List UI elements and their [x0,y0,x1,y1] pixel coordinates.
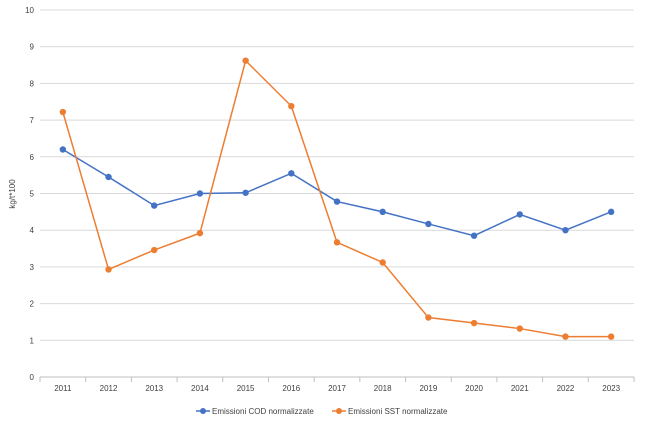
data-point [242,57,249,64]
data-point [562,227,569,234]
data-point [105,173,112,181]
series-1 [59,57,615,340]
x-tick-label: 2016 [282,384,300,393]
x-tick-label: 2015 [237,384,255,393]
data-point [470,319,478,327]
x-tick-label: 2019 [419,384,437,393]
x-tick-label: 2014 [191,384,209,393]
gridlines [40,9,634,378]
data-point [516,211,523,218]
legend: Emissioni COD normalizzate Emissioni SST … [196,407,448,416]
data-point [425,314,432,321]
y-tick-label: 7 [30,116,35,125]
data-point [105,266,112,273]
x-tick-label: 2018 [374,384,392,393]
x-tick-label: 2023 [602,384,620,393]
data-point [59,146,67,153]
data-point [379,208,386,216]
data-point [196,190,204,197]
y-tick-label: 6 [30,153,35,162]
y-tick-label: 0 [30,373,35,382]
data-point [562,333,569,340]
data-point [196,229,204,237]
legend-marker [200,408,206,414]
x-tick-label: 2012 [100,384,118,393]
x-tick-label: 2013 [145,384,163,393]
data-point [425,220,432,228]
series-line [62,148,612,237]
y-axis-ticks: 0 1 2 3 4 5 6 7 8 9 10 [25,6,34,382]
data-point [470,232,478,239]
data-point [288,102,295,110]
y-tick-label: 8 [30,79,35,88]
y-tick-label: 9 [30,43,35,52]
series-0 [59,146,615,239]
data-point [607,333,615,340]
y-tick-label: 3 [30,263,35,272]
x-tick-label: 2011 [54,384,72,393]
legend-marker [336,408,342,414]
y-tick-label: 2 [30,300,35,309]
x-axis-ticks: 2011 2012 2013 2014 2015 2016 2017 2018 2019 2020… [39,377,635,393]
x-tick-label: 2021 [511,384,529,393]
legend-item: Emissioni SST normalizzate [332,407,448,416]
data-point [333,198,341,205]
x-tick-label: 2017 [328,384,346,393]
data-point [242,189,249,196]
data-point [516,325,523,332]
legend-item: Emissioni COD normalizzate [196,407,314,416]
data-point [333,239,341,246]
data-point [59,108,67,116]
legend-label: Emissioni COD normalizzate [212,407,314,416]
data-point [607,208,615,216]
data-point [151,246,158,254]
x-tick-label: 2020 [465,384,483,393]
data-point [379,259,386,266]
series-group [59,57,615,340]
y-tick-label: 1 [30,336,35,345]
y-axis-label: kg/t*100 [8,179,17,209]
data-point [288,170,295,177]
x-tick-label: 2022 [557,384,575,393]
legend-label: Emissioni SST normalizzate [348,407,448,416]
y-tick-label: 10 [25,6,34,15]
data-point [151,202,158,209]
y-tick-label: 5 [30,190,35,199]
y-tick-label: 4 [30,226,35,235]
